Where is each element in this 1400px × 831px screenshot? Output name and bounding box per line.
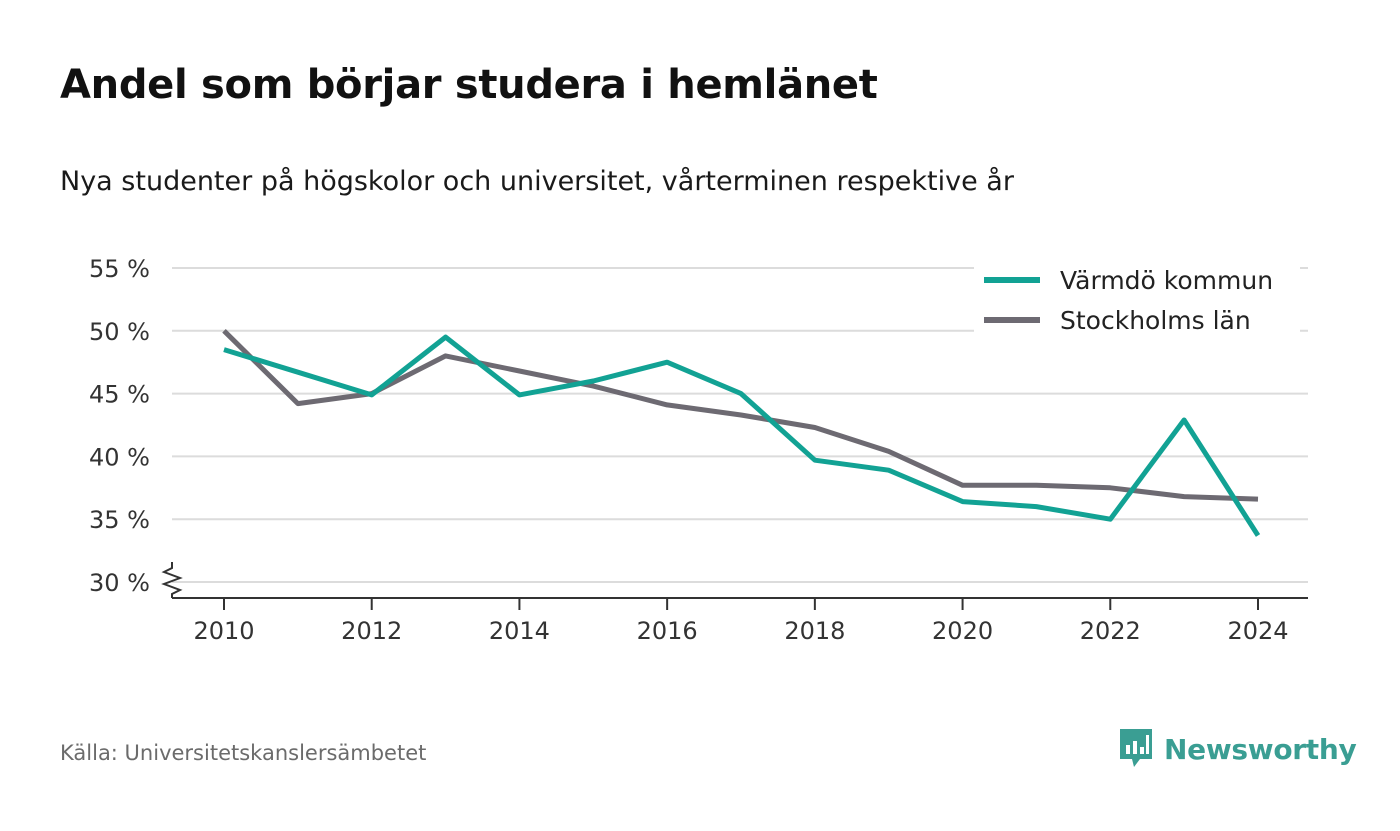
y-tick-label: 40 % [89, 443, 150, 471]
chart-subtitle: Nya studenter på högskolor och universit… [60, 166, 1014, 197]
x-tick-label: 2012 [341, 617, 402, 645]
series-lines [222, 329, 1261, 537]
legend-background [974, 262, 1300, 342]
legend: Värmdö kommun Stockholms län [974, 262, 1300, 342]
x-tick-label: 2010 [193, 617, 254, 645]
x-tick-label: 2014 [489, 617, 550, 645]
brand-name: Newsworthy [1164, 732, 1357, 766]
y-tick-label: 35 % [89, 506, 150, 534]
source-note: Källa: Universitetskanslersämbetet [60, 741, 427, 765]
line-chart: 30 % 35 % 40 % 45 % 50 % 55 % 2010 2012 2014 2016… [89, 255, 1308, 645]
y-tick-label: 45 % [89, 381, 150, 409]
y-tick-label: 55 % [89, 255, 150, 283]
series-line [222, 329, 1259, 502]
bar-chart-speech-bubble-icon [1120, 729, 1152, 767]
y-tick-label: 30 % [89, 569, 150, 597]
brand-logo: Newsworthy [1118, 727, 1357, 771]
x-tick-label: 2018 [784, 617, 845, 645]
x-tick-label: 2016 [637, 617, 698, 645]
legend-label: Värmdö kommun [1060, 266, 1273, 295]
y-tick-label: 50 % [89, 318, 150, 346]
chart-title: Andel som börjar studera i hemlänet [60, 62, 878, 108]
axis-break-icon [161, 562, 183, 598]
x-tick-label: 2022 [1080, 617, 1141, 645]
series-line [223, 334, 1261, 537]
axes: 30 % 35 % 40 % 45 % 50 % 55 % 2010 2012 2014 2016… [89, 255, 1308, 645]
x-tick-label: 2024 [1227, 617, 1288, 645]
legend-label: Stockholms län [1060, 306, 1251, 335]
x-tick-label: 2020 [932, 617, 993, 645]
